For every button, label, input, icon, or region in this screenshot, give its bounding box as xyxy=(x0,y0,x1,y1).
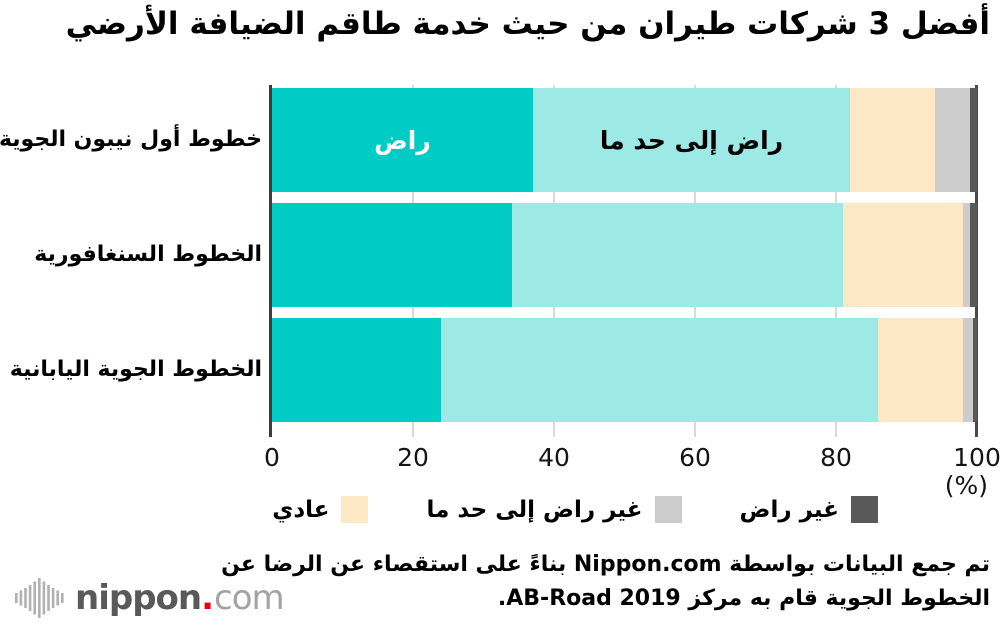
bar-segment xyxy=(962,318,974,422)
bar-inline-label: راض إلى حد ما xyxy=(599,125,784,155)
nippon-logo: nippon.com xyxy=(14,576,285,620)
source-note-line1: تم جمع البيانات بواسطة Nippon.com بناءً … xyxy=(221,552,990,577)
bar-segment: راض إلى حد ما xyxy=(532,88,851,192)
legend-swatch xyxy=(654,496,682,523)
source-note: تم جمع البيانات بواسطة Nippon.com بناءً … xyxy=(221,548,990,616)
x-tick-label: 40 xyxy=(538,443,570,472)
source-note-line2: الخطوط الجوية قام به مركز AB-Road 2019. xyxy=(497,586,990,611)
bar-row: راض راض إلى حد ما xyxy=(272,88,977,192)
category-label: الخطوط الجوية اليابانية xyxy=(9,357,262,382)
bar-segment xyxy=(272,318,442,422)
bar-segment xyxy=(272,203,512,307)
bar-segment xyxy=(934,88,970,192)
x-tick-label: 60 xyxy=(679,443,711,472)
soundwave-icon xyxy=(15,578,64,618)
legend-item: عادي xyxy=(272,496,369,523)
x-tick-label: 20 xyxy=(397,443,429,472)
bar-segment xyxy=(969,203,977,307)
plot-area: راض راض إلى حد ما xyxy=(269,85,978,437)
x-tick-label: 80 xyxy=(820,443,852,472)
bar-segment xyxy=(441,318,879,422)
category-label: خطوط أول نيبون الجوية xyxy=(0,127,262,152)
x-tick-label: 100 xyxy=(953,443,1000,472)
bar-row xyxy=(272,318,977,422)
legend-label: غير راض إلى حد ما xyxy=(426,496,643,523)
bar-segment xyxy=(969,88,977,192)
bar-inline-label: راض xyxy=(374,125,431,155)
legend-swatch xyxy=(341,496,369,523)
chart-title: أفضل 3 شركات طيران من حيث خدمة طاقم الضي… xyxy=(65,6,990,42)
bar-segment xyxy=(511,203,844,307)
bar-segment xyxy=(850,88,935,192)
bar-row xyxy=(272,203,977,307)
legend-label: عادي xyxy=(272,496,330,523)
bar-segment xyxy=(962,203,970,307)
legend: غير راض غير راض إلى حد ما عادي xyxy=(272,496,878,523)
legend-label: غير راض xyxy=(739,496,839,523)
logo-wordmark: nippon.com xyxy=(75,578,285,618)
bar-segment xyxy=(878,318,963,422)
y-axis-line xyxy=(269,85,272,437)
logo-brand: nippon xyxy=(75,578,202,618)
logo-tld: com xyxy=(214,578,285,618)
bar-segment xyxy=(843,203,963,307)
legend-item: غير راض xyxy=(740,496,878,523)
legend-item: غير راض إلى حد ما xyxy=(426,496,682,523)
legend-swatch xyxy=(851,496,878,523)
logo-dot: . xyxy=(201,578,215,618)
category-label: الخطوط السنغافورية xyxy=(34,242,262,267)
x-tick-label: 0 xyxy=(264,443,280,472)
bar-segment: راض xyxy=(272,88,533,192)
bar-segment xyxy=(973,318,977,422)
x-axis-unit-label: (%) xyxy=(944,471,988,500)
